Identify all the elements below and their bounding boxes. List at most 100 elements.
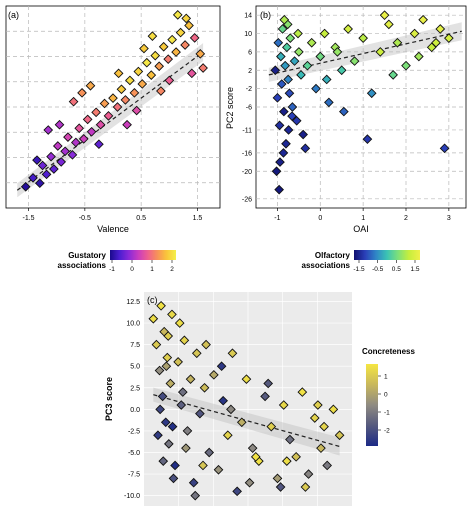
data-point: [99, 98, 110, 109]
data-point: [309, 413, 320, 423]
legend-olfactory-title-2: associations: [302, 261, 351, 270]
data-point: [68, 96, 79, 107]
tick-label-y: -2: [246, 86, 252, 93]
data-point: [154, 365, 165, 376]
data-point: [167, 34, 177, 45]
data-point: [164, 75, 175, 86]
data-point: [187, 68, 197, 79]
legend-tick-label: -2: [384, 428, 390, 435]
data-point: [328, 404, 339, 415]
data-point: [273, 37, 284, 48]
panel-a-trend: [16, 43, 204, 198]
data-point: [285, 434, 295, 445]
data-point: [151, 339, 162, 350]
data-point: [275, 482, 286, 492]
tick-label-x: 0.5: [136, 215, 146, 222]
data-point: [339, 106, 349, 117]
data-point: [131, 105, 142, 116]
legend-olfactory-colorbar: [354, 250, 420, 260]
data-point: [191, 348, 202, 359]
data-point: [285, 33, 296, 43]
data-point: [163, 54, 174, 64]
data-point: [195, 49, 206, 59]
tick-label-y: 10: [244, 31, 252, 38]
data-point: [167, 309, 177, 320]
legend-gustatory-title-2: associations: [58, 261, 107, 270]
data-point: [263, 378, 274, 389]
data-point: [287, 111, 297, 122]
data-point: [418, 14, 428, 25]
data-point: [281, 456, 292, 466]
panel-c-points: [148, 300, 345, 501]
tick-label-y: -5.0: [128, 450, 140, 457]
tick-label-y: 0.0: [130, 407, 140, 414]
data-point: [158, 41, 169, 52]
data-point: [241, 374, 252, 384]
data-point: [409, 28, 420, 39]
panel-a-ticks: -1.5 -0.5 0.5 1.5: [22, 208, 202, 222]
panel-c-label: (c): [147, 295, 158, 305]
tick-label-y: 2: [248, 68, 252, 75]
data-point: [213, 464, 224, 475]
legend-gustatory-colorbar: [110, 250, 176, 260]
data-point: [146, 70, 157, 80]
data-point: [321, 74, 332, 85]
data-point: [439, 143, 450, 154]
data-point: [147, 31, 158, 41]
data-point: [278, 148, 289, 158]
data-point: [174, 318, 185, 328]
data-point: [56, 157, 67, 167]
data-point: [232, 486, 242, 497]
data-point: [181, 443, 191, 454]
data-point: [324, 97, 334, 108]
data-point: [401, 60, 411, 71]
data-point: [156, 300, 166, 311]
data-point: [82, 114, 93, 125]
data-point: [276, 51, 286, 62]
data-point: [204, 447, 215, 458]
tick-label-y: -6: [246, 105, 252, 112]
data-point: [67, 150, 78, 160]
data-point: [279, 106, 289, 117]
data-point: [201, 339, 211, 350]
legend-tick-label: 2: [170, 266, 174, 273]
data-point: [165, 378, 176, 389]
data-point: [300, 143, 311, 154]
data-point: [300, 482, 311, 492]
tick-label-y: 7.5: [130, 342, 140, 349]
tick-label-y: 5.0: [130, 364, 140, 371]
data-point: [189, 33, 200, 43]
data-point: [162, 352, 173, 363]
data-point: [336, 65, 347, 76]
tick-label-x: 1.5: [193, 215, 203, 222]
tick-label-x: -1: [274, 215, 280, 222]
data-point: [218, 395, 229, 406]
data-point: [322, 460, 333, 471]
data-point: [141, 57, 152, 68]
data-point: [297, 387, 308, 397]
data-point: [384, 19, 394, 30]
data-point: [278, 400, 289, 410]
data-point: [167, 421, 178, 432]
data-point: [70, 137, 81, 148]
data-point: [272, 92, 283, 103]
data-point: [392, 37, 403, 48]
data-point: [181, 13, 192, 24]
data-point: [198, 460, 208, 471]
legend-tick-label: 0: [384, 392, 388, 399]
tick-label-y: 10.0: [126, 321, 140, 328]
data-point: [177, 387, 188, 397]
data-point: [284, 88, 295, 99]
data-point: [358, 33, 368, 43]
data-point: [173, 357, 183, 367]
data-point: [444, 33, 454, 43]
panel-a-points: [20, 10, 208, 192]
data-point: [133, 66, 144, 77]
panel-a-label: (a): [8, 10, 19, 20]
data-point: [78, 134, 89, 144]
tick-label-x: 3: [447, 215, 451, 222]
legend-tick-label: 1.5: [410, 266, 419, 273]
panel-b-ticks: -1 0 1 2 3 14 10 6 2 -2 -6 -11 -16 -20 -26: [242, 13, 451, 222]
